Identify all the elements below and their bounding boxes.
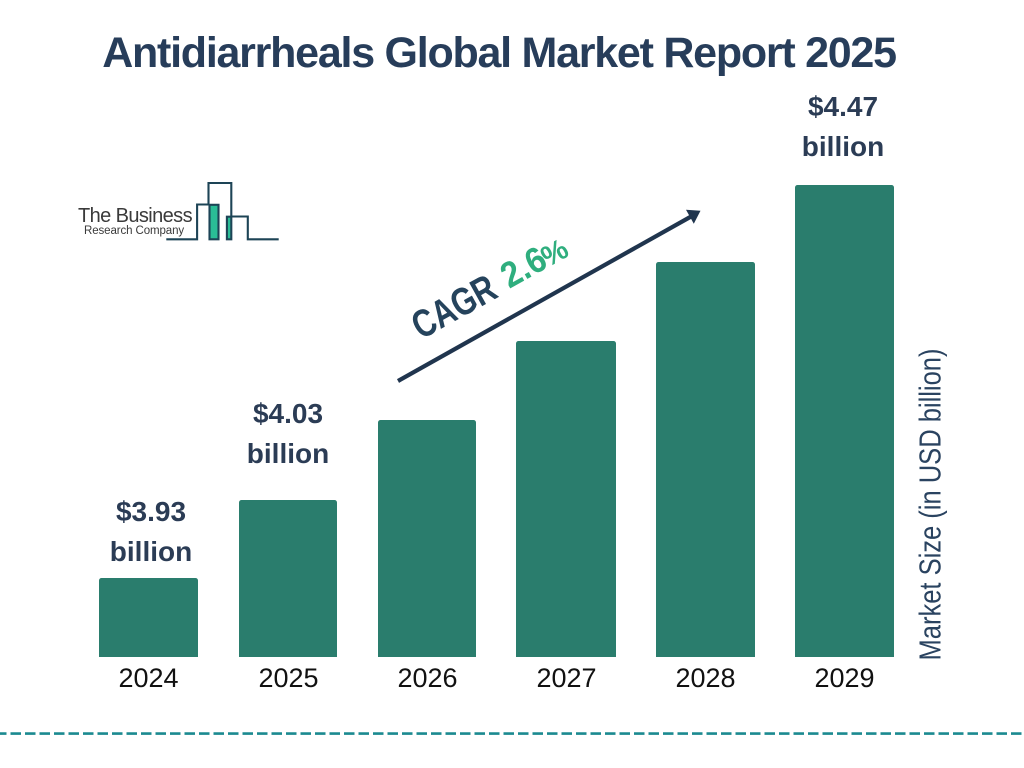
svg-text:CAGR: CAGR (405, 267, 505, 348)
svg-text:Market Size (in USD billion): Market Size (in USD billion) (913, 349, 948, 661)
